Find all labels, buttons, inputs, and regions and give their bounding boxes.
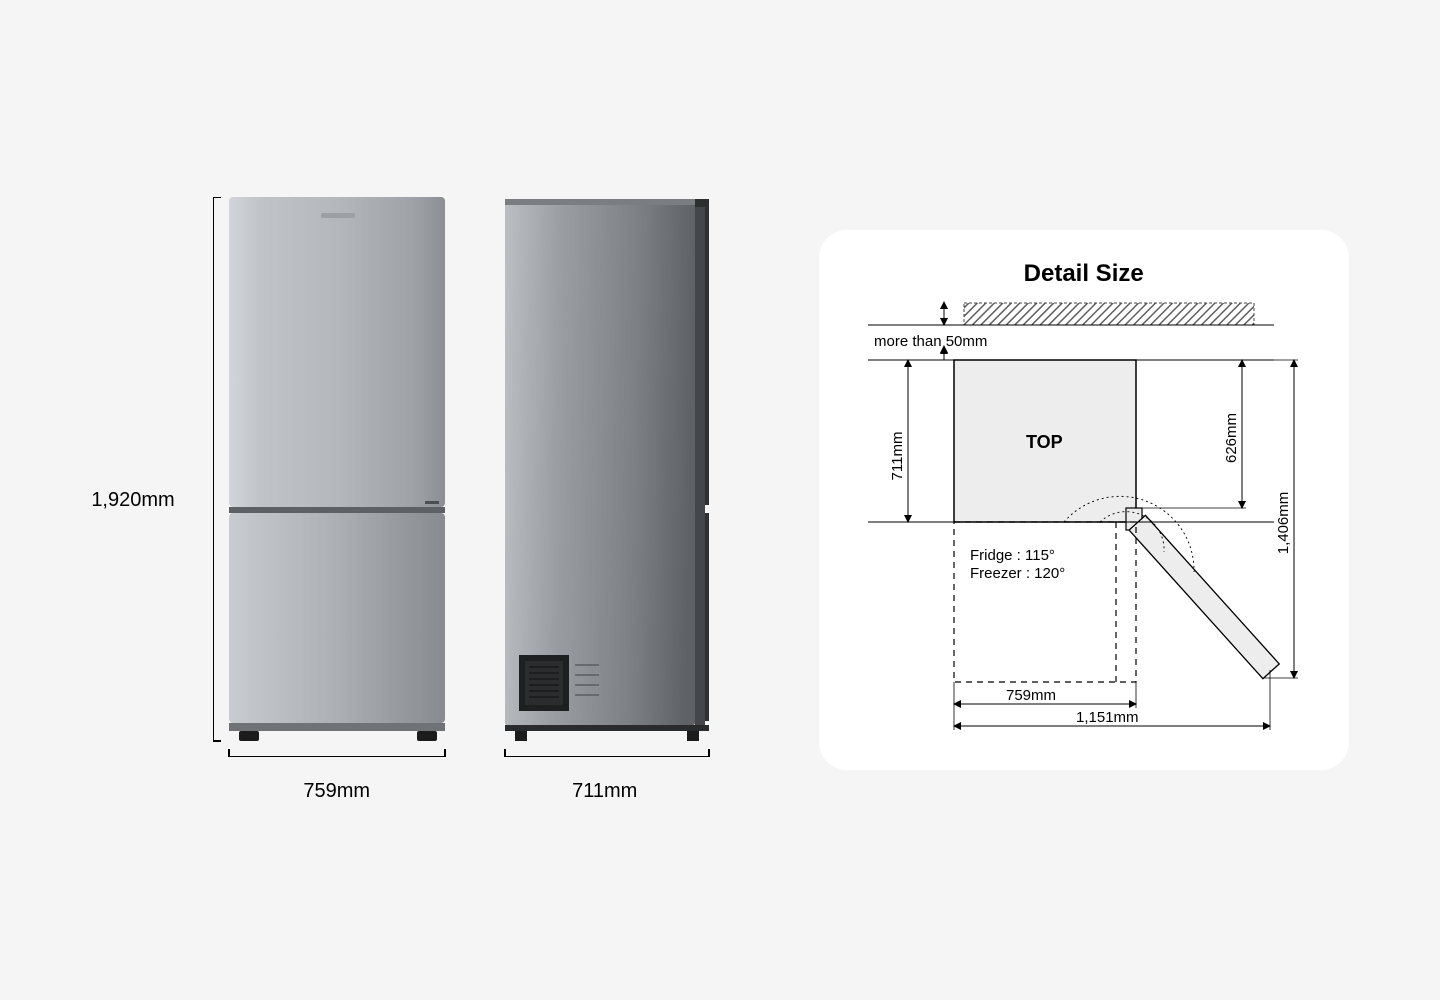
appliance-views: 1,920mm [91, 197, 718, 803]
detail-size-panel: Detail Size more than 50mm [819, 230, 1349, 770]
right-full-depth-label: 1,406mm [1275, 492, 1292, 555]
height-dimension-label: 1,920mm [91, 489, 174, 512]
dimensions-diagram: 1,920mm [51, 157, 1388, 843]
side-width-label: 711mm [572, 780, 637, 803]
front-width-label: 759mm [303, 780, 370, 803]
fridge-angle-label: Fridge : 115° [970, 547, 1055, 564]
side-view: 711mm [491, 197, 719, 803]
clearance-label: more than 50mm [874, 333, 987, 350]
right-body-depth-label: 626mm [1223, 413, 1240, 463]
top-box-label: TOP [1026, 432, 1063, 452]
left-depth-label: 711mm [889, 432, 906, 481]
freezer-angle-label: Freezer : 120° [970, 565, 1065, 582]
detail-title: Detail Size [853, 260, 1315, 288]
front-view: 759mm [213, 197, 461, 803]
fridge-side-svg [491, 197, 719, 757]
bottom-width-label: 759mm [1006, 687, 1056, 704]
bottom-full-width-label: 1,151mm [1076, 709, 1139, 726]
fridge-front-svg [213, 197, 461, 757]
detail-diagram-svg: more than 50mm TOP [854, 298, 1314, 758]
